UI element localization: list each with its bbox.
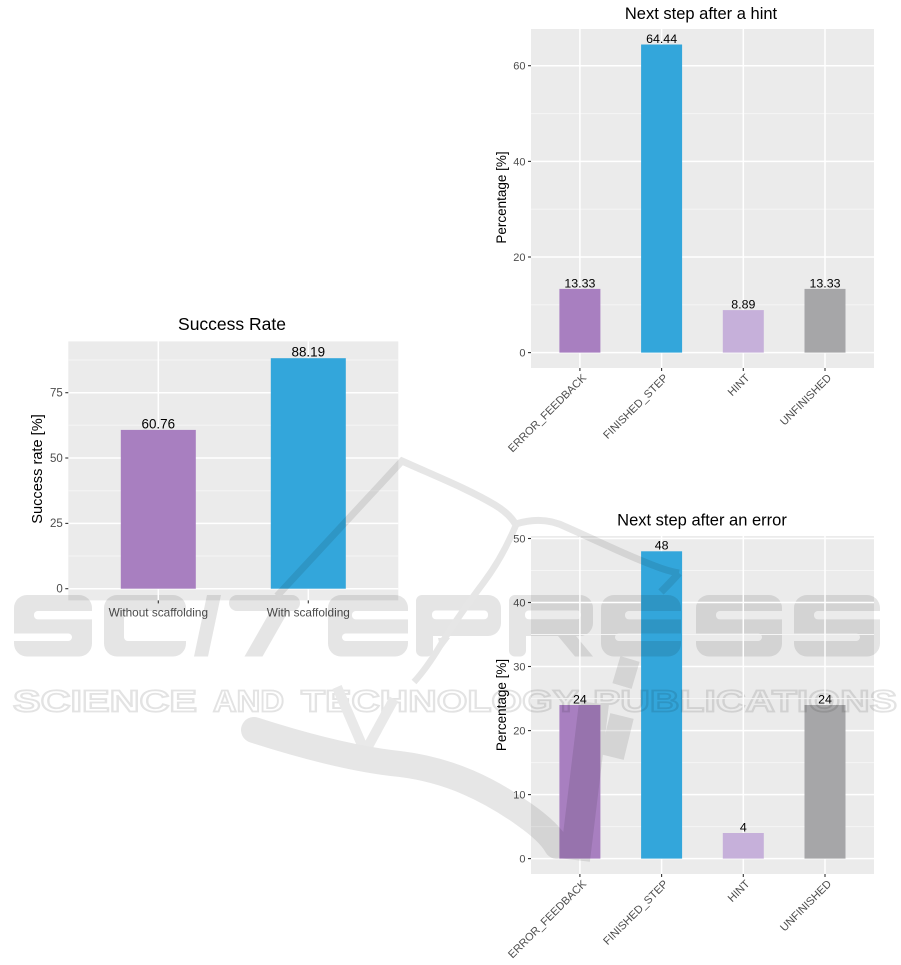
svg-text:40: 40 bbox=[513, 156, 525, 168]
svg-text:64.44: 64.44 bbox=[646, 32, 677, 46]
svg-text:Success rate [%]: Success rate [%] bbox=[30, 414, 46, 524]
svg-text:Next step after an error: Next step after an error bbox=[617, 512, 787, 530]
svg-text:50: 50 bbox=[50, 453, 63, 465]
svg-text:0: 0 bbox=[519, 348, 525, 360]
svg-text:88.19: 88.19 bbox=[292, 345, 326, 360]
svg-text:30: 30 bbox=[513, 661, 525, 673]
svg-text:0: 0 bbox=[56, 584, 62, 596]
svg-text:SCIENCE: SCIENCE bbox=[13, 684, 197, 719]
svg-text:75: 75 bbox=[50, 388, 63, 400]
svg-text:13.33: 13.33 bbox=[809, 276, 840, 290]
svg-text:48: 48 bbox=[655, 539, 669, 553]
svg-text:60: 60 bbox=[513, 61, 525, 73]
svg-text:Next step after a hint: Next step after a hint bbox=[625, 5, 778, 23]
svg-text:AND: AND bbox=[213, 684, 284, 719]
svg-text:20: 20 bbox=[513, 252, 525, 264]
svg-text:Percentage [%]: Percentage [%] bbox=[494, 151, 509, 243]
svg-text:13.33: 13.33 bbox=[564, 276, 595, 290]
svg-text:Success Rate: Success Rate bbox=[178, 314, 286, 334]
svg-text:8.89: 8.89 bbox=[731, 298, 755, 312]
svg-text:0: 0 bbox=[519, 854, 525, 866]
svg-text:PUBLICATIONS: PUBLICATIONS bbox=[593, 684, 897, 719]
svg-text:60.76: 60.76 bbox=[142, 416, 176, 431]
svg-text:20: 20 bbox=[513, 726, 525, 738]
svg-text:25: 25 bbox=[50, 518, 63, 530]
svg-text:Percentage [%]: Percentage [%] bbox=[494, 659, 509, 751]
svg-text:4: 4 bbox=[740, 820, 747, 834]
svg-text:50: 50 bbox=[513, 533, 525, 545]
